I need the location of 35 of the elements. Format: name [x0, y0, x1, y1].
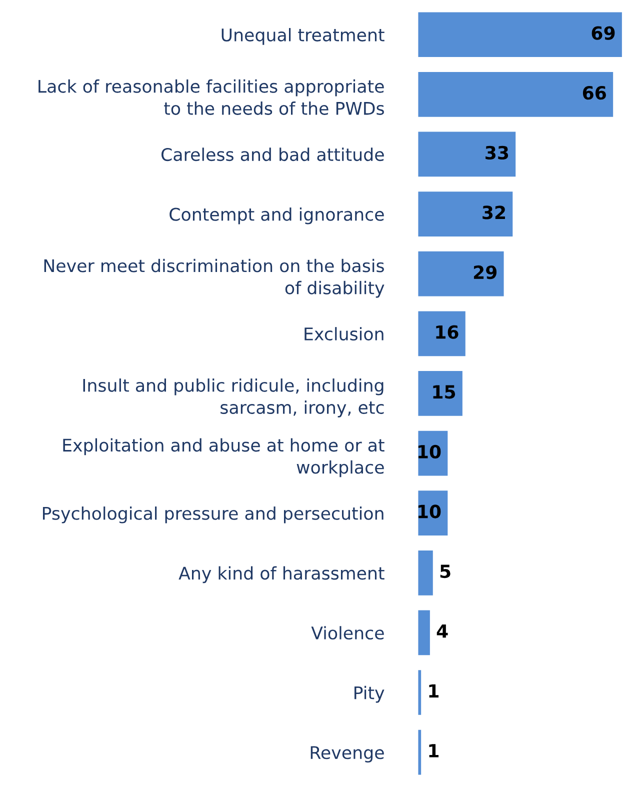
data-label: 33 — [486, 146, 508, 160]
bar — [418, 12, 622, 58]
y-tick-label: Careless and bad attitude — [161, 148, 384, 162]
bar — [418, 132, 516, 177]
bar — [418, 311, 466, 356]
y-tick-label: Revenge — [310, 746, 384, 763]
bar — [418, 610, 430, 656]
bar — [418, 251, 504, 296]
data-label: 5 — [440, 564, 450, 578]
y-tick-label: Insult and public ridicule, including sarcasm, irony, etc — [83, 378, 384, 418]
y-tick-label: Violence — [311, 626, 384, 640]
data-label: 16 — [436, 325, 458, 339]
data-label: 69 — [592, 26, 615, 40]
data-label: 1 — [429, 744, 439, 758]
y-tick-label: Exploitation and abuse at home or at workplace — [63, 438, 384, 478]
data-label: 29 — [474, 265, 497, 280]
data-label: 32 — [482, 206, 505, 220]
bar — [418, 72, 614, 117]
y-tick-label: Unequal treatment — [222, 28, 384, 45]
data-label: 66 — [582, 86, 606, 100]
data-label: 15 — [433, 385, 456, 399]
data-label: 10 — [418, 444, 441, 459]
y-tick-label: Lack of reasonable facilities appropriate to the needs of the PWDs — [38, 79, 384, 115]
y-tick-label: Any kind of harassment — [178, 566, 384, 584]
y-tick-label: Never meet discrimination on the basis of disability — [44, 258, 384, 298]
data-label: 4 — [436, 624, 448, 638]
bar — [418, 371, 462, 416]
bar — [418, 192, 513, 236]
data-label: 1 — [429, 684, 439, 698]
y-tick-label: Pity — [354, 686, 384, 703]
y-tick-label: Psychological pressure and persecution — [42, 506, 384, 524]
data-label: 10 — [418, 504, 441, 518]
bar — [418, 550, 433, 596]
y-tick-label: Exclusion — [304, 327, 384, 341]
y-tick-label: Contempt and ignorance — [170, 207, 384, 224]
